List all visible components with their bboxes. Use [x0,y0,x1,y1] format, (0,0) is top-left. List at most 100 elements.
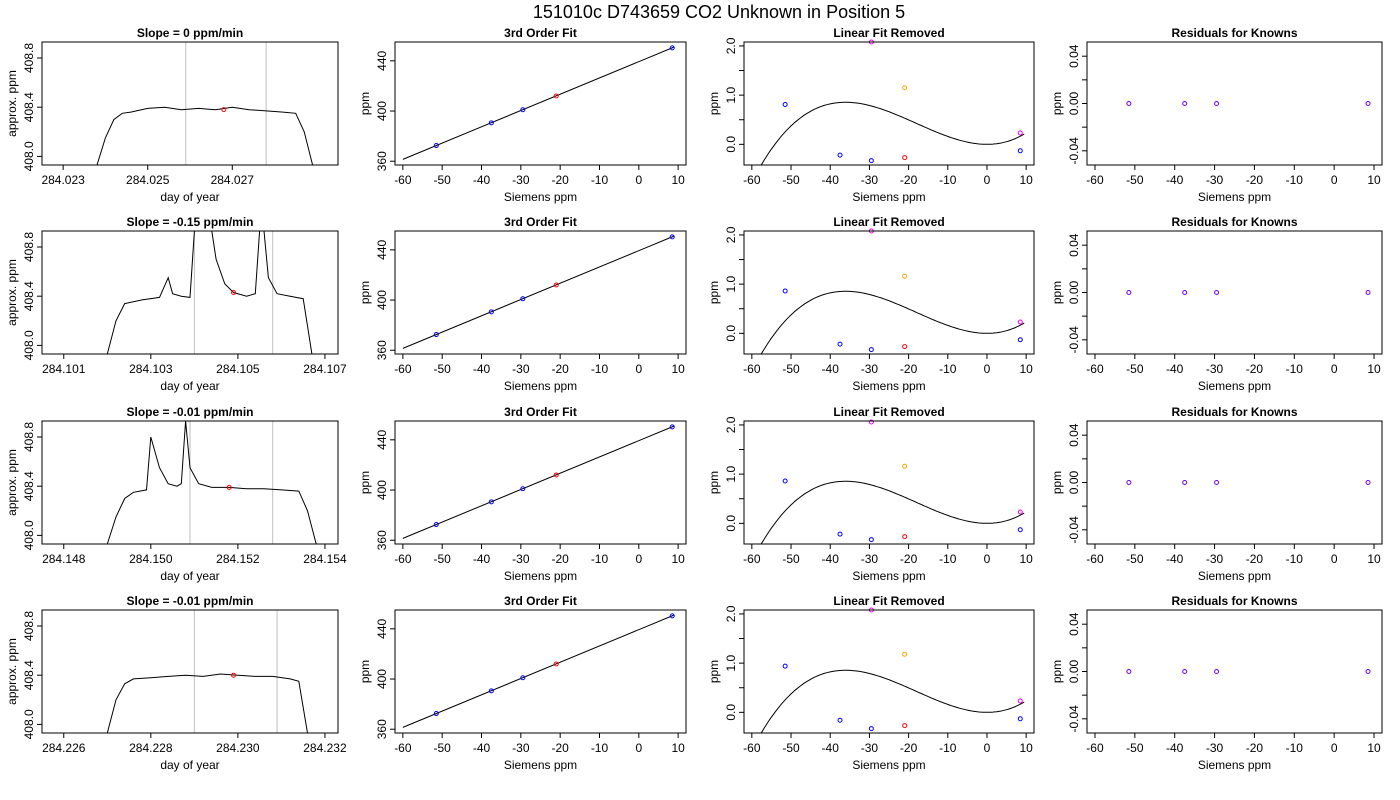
panel: 3rd Order Fit -60 -50 -40 -30 -20 -10 0 10 360 400… [358,405,687,583]
fit-line [402,46,675,160]
x-axis-label: Siemens ppm [504,379,577,393]
fit-curve [760,480,1025,544]
x-tick-label: -60 [394,173,412,187]
residual-point [1365,101,1371,106]
y-tick-label: 2.0 [724,605,738,622]
y-axis-label: ppm [1050,281,1064,304]
plot-area [106,231,313,354]
x-tick-label: 284.232 [303,741,347,755]
residual-point [1214,669,1220,674]
x-tick-label: -20 [551,552,569,566]
plot-area [106,421,317,544]
x-tick-label: 284.023 [41,173,85,187]
x-tick-label: -40 [473,362,491,376]
panel-title: Linear Fit Removed [833,594,944,608]
residual-point [1126,669,1132,674]
y-axis-label: ppm [1050,92,1064,115]
x-tick-label: -30 [861,552,879,566]
known-point [433,522,439,528]
y-tick-label: 2.0 [724,37,738,54]
orange-point [902,273,908,279]
known-point [837,152,843,158]
x-tick-label: -10 [939,552,957,566]
x-tick-label: -60 [1086,173,1104,187]
panel: Slope = 0 ppm/min 284.023 284.025 284.027 40… [5,26,339,204]
y-tick-label: 408.4 [22,471,36,501]
y-tick-label: 408.4 [22,92,36,122]
x-axis-label: day of year [160,758,219,772]
residual-point [1182,669,1188,674]
y-tick-label: 0.00 [1067,91,1081,115]
x-tick-label: -20 [900,741,918,755]
unknown-point [231,290,237,295]
x-tick-label: -20 [551,173,569,187]
known-point [1017,148,1023,154]
x-tick-label: -20 [1246,173,1264,187]
y-tick-label: 408.0 [22,709,36,739]
x-tick-label: 10 [1019,362,1033,376]
x-tick-label: -60 [394,741,412,755]
known-point [433,711,439,717]
known-point [669,613,675,619]
x-tick-label: -10 [1286,741,1304,755]
x-tick-label: 0 [635,552,642,566]
y-tick-label: 0.0 [724,136,738,153]
known-point [868,726,874,732]
residual-point [1214,290,1220,295]
x-axis-label: Siemens ppm [1198,379,1271,393]
x-tick-label: 0 [984,173,991,187]
x-tick-label: -60 [394,362,412,376]
plot-area [760,480,1025,544]
residual-point [1182,480,1188,485]
y-axis-label: ppm [358,660,372,683]
x-tick-label: -50 [434,552,452,566]
y-tick-label: -0.04 [1067,705,1081,733]
y-tick-label: 0.0 [724,325,738,342]
x-tick-label: 10 [1019,173,1033,187]
x-tick-label: -20 [1246,362,1264,376]
unknown-point [553,661,559,667]
plot-frame [743,609,1035,734]
known-point [1017,337,1023,343]
x-tick-label: -30 [512,741,530,755]
x-tick-label: -40 [822,552,840,566]
x-tick-label: 284.025 [126,173,170,187]
x-tick-label: 10 [671,173,685,187]
x-tick-label: -50 [1126,173,1144,187]
x-tick-label: -30 [861,362,879,376]
unknown-point [902,534,908,540]
x-tick-label: -60 [1086,552,1104,566]
y-tick-label: 408.0 [22,330,36,360]
x-tick-label: 0 [635,362,642,376]
x-tick-label: -20 [1246,552,1264,566]
y-tick-label: 1.0 [724,465,738,482]
x-tick-label: 10 [1367,741,1381,755]
plot-frame [41,230,339,355]
plot-area [760,669,1025,733]
x-tick-label: 0 [1331,552,1338,566]
x-axis-label: Siemens ppm [1198,569,1271,583]
x-tick-label: -20 [900,362,918,376]
x-tick-label: -50 [782,362,800,376]
x-tick-label: -10 [939,173,957,187]
y-tick-label: 0.0 [724,515,738,532]
x-tick-label: -60 [1086,362,1104,376]
known-point [837,531,843,537]
unknown-point [226,484,232,490]
x-tick-label: -50 [782,552,800,566]
panel-title: 3rd Order Fit [504,594,577,608]
panel-title: 3rd Order Fit [504,26,577,40]
plot-frame [41,41,339,166]
panel: Slope = -0.15 ppm/min 284.101 284.103 284.1… [5,215,347,393]
residual-point [1365,290,1371,295]
known-point [868,158,874,164]
x-tick-label: 284.105 [216,362,260,376]
panel-title: Slope = -0.15 ppm/min [126,215,253,229]
known-point [520,296,526,302]
panel-title: Linear Fit Removed [833,26,944,40]
x-tick-label: -50 [434,741,452,755]
residual-point [1214,480,1220,485]
orange-point [902,463,908,469]
x-axis-label: Siemens ppm [1198,758,1271,772]
y-axis-label: ppm [358,471,372,494]
